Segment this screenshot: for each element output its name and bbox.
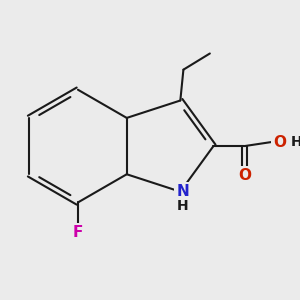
- Text: O: O: [238, 168, 251, 183]
- Text: O: O: [273, 135, 286, 150]
- Text: H: H: [291, 135, 300, 149]
- Text: H: H: [177, 199, 188, 213]
- Text: F: F: [73, 226, 83, 241]
- Text: N: N: [176, 184, 189, 199]
